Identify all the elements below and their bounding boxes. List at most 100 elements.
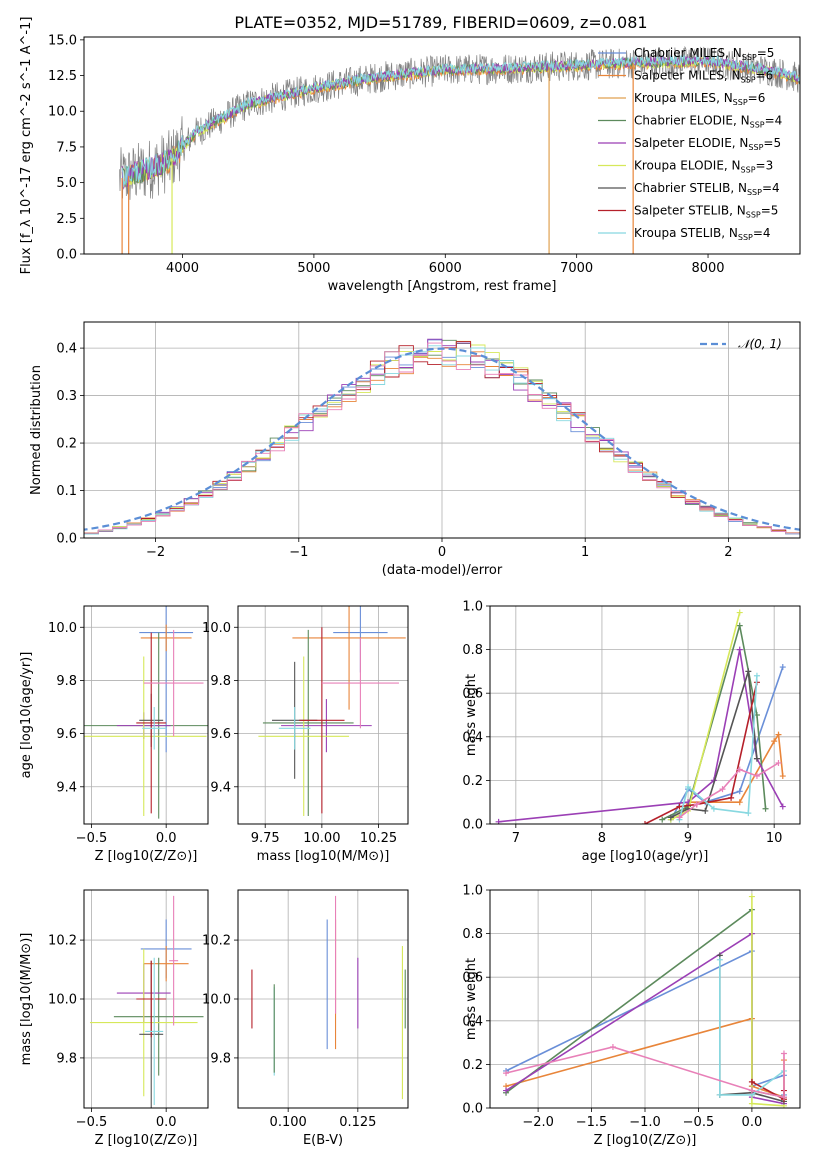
y-tick-label: 10.0: [202, 621, 231, 636]
legend-name: Kroupa STELIB: [634, 226, 721, 240]
x-axis-label: Z [log10(Z/Z⊙)]: [594, 1133, 697, 1148]
legend-label: Kroupa ELODIE, NSSP=3: [634, 159, 773, 175]
panel-mass_vs_ebv: 0.100 0.125 9.8 10.0 10.2 E(B-V): [202, 889, 409, 1148]
legend-label: Salpeter STELIB, NSSP=5: [634, 204, 778, 220]
mass-weight-marker: [685, 783, 692, 790]
y-tick-label: 9.6: [210, 727, 231, 742]
x-tick-label: −0.5: [683, 1115, 715, 1130]
legend-name: Salpeter ELODIE: [634, 136, 732, 150]
panel-mass_vs_Z: −0.5 0.0 9.8 10.0 10.2 Z [log10(Z/Z⊙)] mass [l…: [19, 889, 209, 1148]
mass-weight-marker: [693, 801, 700, 808]
mass-weight-marker: [659, 816, 666, 823]
plot-area: [84, 606, 208, 819]
y-tick-label: 9.8: [210, 674, 231, 689]
legend-count: =5: [763, 136, 781, 150]
mass-weight-marker: [771, 738, 778, 745]
x-tick-label: 7: [512, 831, 520, 846]
y-tick-label: 5.0: [56, 176, 77, 191]
y-tick-label: 10.0: [48, 621, 77, 636]
legend-count: =6: [748, 91, 766, 105]
legend-label: 𝒩(0, 1): [738, 337, 782, 351]
legend-sub: SSP: [746, 211, 761, 220]
mass-weight-marker: [716, 1091, 723, 1098]
legend-label: Salpeter ELODIE, NSSP=5: [634, 136, 781, 152]
mass-weight-marker: [775, 759, 782, 766]
y-tick-label: 15.0: [48, 33, 77, 48]
y-axis-label: mass [log10(M/M⊙)]: [19, 933, 34, 1066]
y-tick-label: 10.2: [48, 934, 77, 949]
mass-weight-marker: [745, 668, 752, 675]
x-tick-label: 0.0: [156, 831, 177, 846]
panel-residuals: −2 −1 0 1 2 0.0 0.1 0.2 0.3 0.4 (data-model)/error…: [29, 321, 801, 578]
plot-area: [84, 338, 800, 537]
axes-frame: [237, 889, 409, 1109]
y-tick-label: 0.2: [56, 437, 77, 452]
y-tick-label: 0.4: [462, 730, 483, 745]
mass-weight-line: [678, 762, 779, 819]
panel-age_vs_Z: −0.5 0.0 9.4 9.6 9.8 10.0 Z [log10(Z/Z⊙)] age […: [19, 605, 209, 864]
mass-weight-marker: [753, 672, 760, 679]
legend-label: Chabrier STELIB, NSSP=4: [634, 181, 780, 197]
legend-name: Salpeter STELIB: [634, 204, 729, 218]
mass-weight-marker: [753, 773, 760, 780]
legend-count: =6: [756, 69, 774, 83]
y-tick-label: 0.1: [56, 484, 77, 499]
x-axis-label: wavelength [Angstrom, rest frame]: [328, 279, 557, 294]
plot-area: [503, 893, 787, 1108]
legend-nssp: , N: [733, 114, 750, 128]
legend-count: =5: [757, 46, 775, 60]
legend-nssp: , N: [725, 46, 742, 60]
y-tick-label: 0.4: [56, 342, 77, 357]
x-tick-label: 0.0: [742, 1115, 763, 1130]
y-axis-label: mass weight: [464, 958, 479, 1040]
axes-frame: [83, 889, 209, 1109]
mass-weight-marker: [716, 956, 723, 963]
panel-spectrum: 4000 5000 6000 7000 8000 0.0 2.5 5.0 7.5 10.0 12.5…: [19, 17, 801, 294]
y-tick-label: 2.5: [56, 212, 77, 227]
y-tick-label: 9.6: [56, 727, 77, 742]
mass-weight-marker: [609, 1043, 616, 1050]
y-tick-label: 0.0: [462, 818, 483, 833]
mass-weight-marker: [719, 786, 726, 793]
x-tick-label: 5000: [297, 261, 330, 276]
legend-count: =4: [753, 226, 771, 240]
x-tick-label: 10.00: [303, 831, 340, 846]
y-tick-label: 0.4: [462, 1014, 483, 1029]
y-tick-label: 9.4: [56, 780, 77, 795]
mass-weight-line: [678, 732, 784, 818]
plot-area: [495, 609, 786, 824]
y-tick-label: 9.8: [56, 674, 77, 689]
axes-frame: [237, 605, 409, 825]
legend-sub: SSP: [742, 53, 757, 62]
axes-frame: [489, 889, 801, 1109]
x-tick-label: −0.5: [76, 1115, 108, 1130]
mass-weight-marker: [710, 805, 717, 812]
mass-weight-marker: [736, 788, 743, 795]
mass-weight-marker: [753, 755, 760, 762]
legend-label: Salpeter MILES, NSSP=6: [634, 69, 773, 85]
model-spectrum-line: [121, 54, 800, 188]
legend-name: Salpeter MILES: [634, 69, 724, 83]
legend-nssp: , N: [732, 136, 749, 150]
legend-label: Kroupa MILES, NSSP=6: [634, 91, 765, 107]
x-tick-label: 1: [581, 545, 589, 560]
mass-weight-marker: [503, 1087, 510, 1094]
y-tick-label: 0.0: [56, 248, 77, 263]
mass-weight-marker: [775, 731, 782, 738]
mass-weight-marker: [762, 805, 769, 812]
x-tick-label: 2: [724, 545, 732, 560]
y-tick-label: 10.0: [48, 105, 77, 120]
y-tick-label: 0.3: [56, 389, 77, 404]
plot-area: [89, 895, 204, 1108]
y-axis-label: mass weight: [464, 674, 479, 756]
x-axis-label: mass [log10(M/M⊙)]: [257, 849, 390, 864]
mass-weight-marker: [779, 803, 786, 810]
x-tick-label: 4000: [166, 261, 199, 276]
mass-weight-marker: [728, 794, 735, 801]
legend-label: Kroupa STELIB, NSSP=4: [634, 226, 771, 242]
y-tick-label: 9.4: [210, 780, 231, 795]
legend-name: Kroupa ELODIE: [634, 159, 724, 173]
legend-nssp: , N: [724, 69, 741, 83]
mass-weight-marker: [736, 799, 743, 806]
y-tick-label: 10.0: [202, 993, 231, 1008]
